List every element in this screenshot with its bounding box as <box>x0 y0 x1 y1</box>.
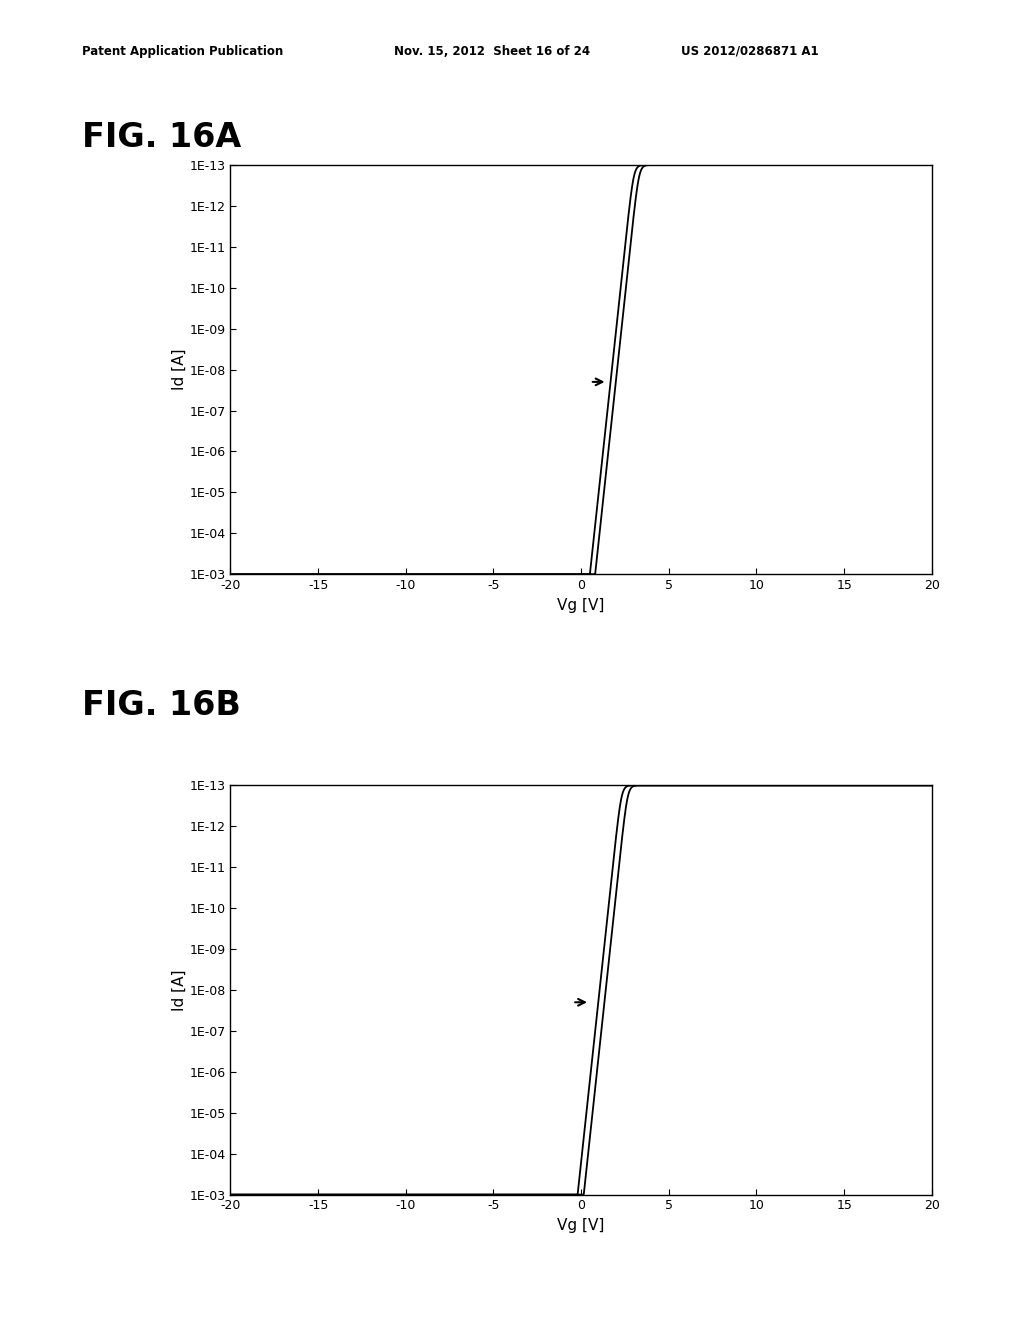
Text: US 2012/0286871 A1: US 2012/0286871 A1 <box>681 45 818 58</box>
X-axis label: Vg [V]: Vg [V] <box>557 598 605 612</box>
Text: Nov. 15, 2012  Sheet 16 of 24: Nov. 15, 2012 Sheet 16 of 24 <box>394 45 591 58</box>
Text: Patent Application Publication: Patent Application Publication <box>82 45 284 58</box>
X-axis label: Vg [V]: Vg [V] <box>557 1218 605 1233</box>
Y-axis label: Id [A]: Id [A] <box>171 969 186 1011</box>
Y-axis label: Id [A]: Id [A] <box>171 348 186 391</box>
Text: FIG. 16B: FIG. 16B <box>82 689 241 722</box>
Text: FIG. 16A: FIG. 16A <box>82 121 242 154</box>
